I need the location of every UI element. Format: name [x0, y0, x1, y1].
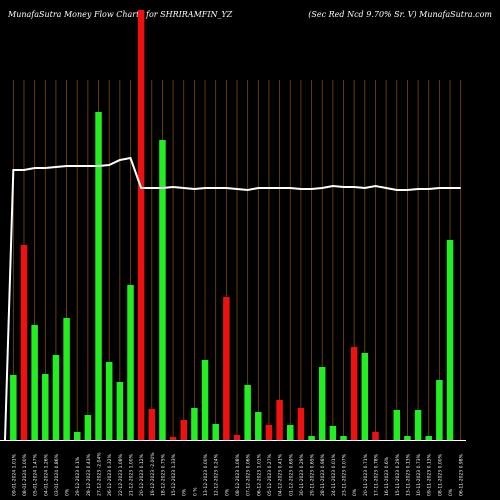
x-tick-label: 05-01-2024 1.47%	[33, 453, 39, 496]
money-flow-bar	[436, 380, 443, 440]
money-flow-bar	[42, 374, 49, 440]
money-flow-bar	[287, 425, 294, 440]
x-tick-label: 19-12-2023 -2.00%	[150, 452, 156, 496]
x-tick-label: 15-11-2023 0.29%	[395, 453, 401, 496]
money-flow-bar	[276, 400, 283, 440]
x-tick-label: 27-12-2023 -2.04%	[97, 452, 103, 496]
x-tick-label: 08-12-2023 1.08%	[235, 453, 241, 496]
x-tick-label: 05-12-2023 0.27%	[267, 453, 273, 496]
money-flow-bar	[169, 437, 177, 440]
chart-title-right: (Sec Red Ncd 9.70% Sr. V) MunafaSutra.co…	[308, 10, 492, 19]
money-flow-bar	[137, 10, 145, 440]
money-flow-bar	[244, 385, 251, 440]
x-tick-label: 04-01-2024 1.26%	[43, 453, 49, 496]
x-tick-label: 28-11-2023 0.98%	[320, 453, 326, 496]
money-flow-bar	[340, 436, 347, 440]
money-flow-bar	[414, 410, 422, 440]
price-line	[4, 156, 461, 441]
grid-lines	[12, 80, 462, 440]
x-tick-label: 0 %	[192, 487, 198, 496]
x-tick-label: 26-12-2023 0.32%	[107, 453, 113, 496]
money-flow-bar	[318, 367, 326, 440]
x-tick-label: 08-11-2023 0.00%	[437, 453, 443, 496]
x-tick-label: 0%	[224, 488, 230, 496]
money-flow-bar	[265, 425, 273, 440]
money-flow-bar	[212, 424, 219, 440]
money-flow-bar	[393, 410, 401, 440]
x-tick-label: 04-12-2023 0.41%	[278, 453, 284, 496]
money-flow-bar	[191, 408, 198, 440]
x-tick-label: 20-11-2023 0.71%	[363, 453, 369, 496]
x-tick-label: 09-01-2024 1.01%	[11, 453, 17, 496]
x-axis-labels: 09-01-2024 1.01% 08-01-2024 1.00% 05-01-20…	[11, 452, 464, 496]
x-tick-label: 06-11-2023 0.98%	[459, 453, 465, 496]
money-flow-bar	[84, 415, 92, 440]
money-flow-bar	[297, 408, 305, 440]
money-flow-bar	[446, 240, 454, 440]
x-tick-label: 10-11-2023 0.73%	[416, 453, 422, 496]
money-flow-bar	[201, 360, 209, 440]
money-flow-bar	[63, 318, 70, 440]
money-flow-bar	[308, 436, 315, 440]
money-flow-bar	[73, 432, 81, 440]
x-tick-label: 0%	[65, 488, 71, 496]
x-tick-label: 0%	[448, 488, 454, 496]
money-flow-bar	[148, 409, 156, 440]
money-flow-bar	[31, 325, 38, 440]
x-tick-label: 28-12-2023 0.43%	[86, 453, 92, 496]
x-tick-label: 09-11-2023 0.13%	[427, 453, 433, 496]
money-flow-bar	[127, 285, 134, 440]
x-tick-label: 13-11-2023 0.13%	[405, 453, 411, 496]
x-tick-label: 23-11-2023 0.07%	[342, 453, 348, 496]
x-tick-label: 12-12-2023 0.24%	[214, 453, 220, 496]
money-flow-bar	[255, 412, 262, 440]
money-flow-bar	[233, 435, 241, 440]
money-flow-bar	[329, 426, 337, 440]
x-tick-label: 13-12-2023 0.00%	[203, 453, 209, 496]
x-tick-label: 29-12-2023 0.1%	[75, 456, 81, 496]
money-flow-bar	[105, 362, 113, 440]
x-tick-label: 30-11-2023 0.29%	[299, 453, 305, 496]
chart-title-left: MunafaSutra Money Flow Charts for SHRIRA…	[8, 10, 233, 19]
x-tick-label: 24-11-2023 0.01%	[331, 453, 337, 496]
x-tick-label: 08-01-2024 1.00%	[22, 453, 28, 496]
x-tick-label: 20-12-2023 0.12%	[139, 453, 145, 496]
x-tick-label: 18-12-2023 0.75%	[160, 453, 166, 496]
x-tick-label: 15-12-2023 1.33%	[171, 453, 177, 496]
money-flow-bar	[350, 347, 358, 440]
money-flow-bar	[223, 297, 230, 440]
x-tick-label: 0%	[182, 488, 188, 496]
x-tick-label: 01-12-2023 0.69%	[288, 453, 294, 496]
money-flow-bar	[372, 432, 379, 440]
x-tick-label: 07-12-2023 0.06%	[246, 453, 252, 496]
money-flow-bar	[10, 375, 17, 440]
money-flow-bar	[52, 355, 60, 440]
x-tick-label: 0%	[352, 488, 358, 496]
money-flow-bars	[10, 10, 454, 440]
x-tick-label: 03-01-2024 0.86%	[54, 453, 60, 496]
x-tick-label: 29-11-2023 0.65%	[310, 453, 316, 496]
money-flow-bar	[20, 245, 28, 440]
x-tick-label: 21-12-2023 1.00%	[128, 453, 134, 496]
x-tick-label: 06-12-2023 1.01%	[256, 453, 262, 496]
x-tick-label: 16-11-2023 0.6%	[384, 456, 390, 496]
money-flow-bar	[180, 420, 187, 440]
money-flow-bar	[404, 436, 411, 440]
money-flow-bar	[95, 112, 102, 440]
money-flow-bar	[361, 353, 369, 440]
x-tick-label: 17-11-2023 0.78%	[373, 453, 379, 496]
money-flow-bar	[116, 382, 124, 440]
x-tick-label: 22-12-2023 1.08%	[118, 453, 124, 496]
money-flow-bar	[159, 140, 166, 440]
money-flow-bar	[425, 436, 432, 440]
